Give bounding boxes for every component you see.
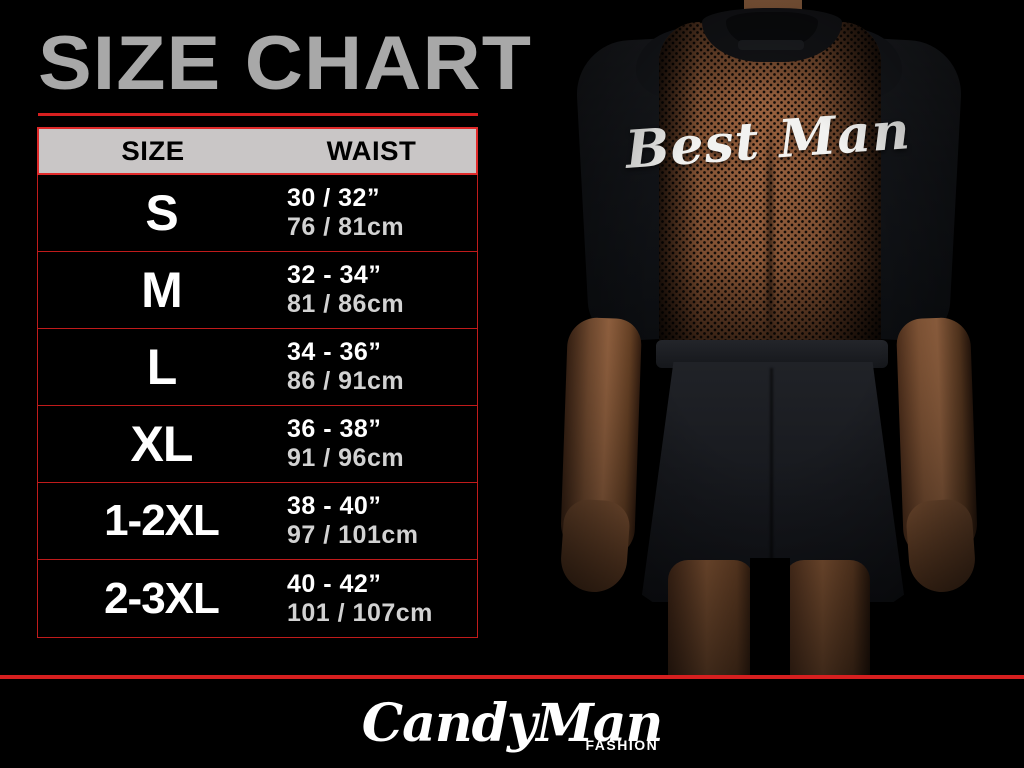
waist-centimeters: 81 / 86cm (287, 290, 405, 318)
cell-waist: 38 - 40” 97 / 101cm (285, 492, 477, 550)
model-leg-gap (750, 558, 790, 677)
cell-size: S (145, 185, 178, 241)
cell-size: L (146, 339, 178, 395)
waist-centimeters: 86 / 91cm (287, 367, 405, 395)
cell-waist: 32 - 34” 81 / 86cm (285, 261, 477, 319)
table-row: S 30 / 32” 76 / 81cm (38, 175, 477, 252)
cell-waist: 30 / 32” 76 / 81cm (285, 184, 477, 242)
brand-logo: CandyMan FASHION (0, 679, 1024, 768)
column-header-size: SIZE (121, 135, 185, 166)
cell-size: 1-2XL (104, 496, 220, 545)
model-leg-right (784, 560, 870, 677)
waist-centimeters: 101 / 107cm (287, 598, 433, 627)
footer-bar: CandyMan FASHION (0, 679, 1024, 768)
mesh-shading (659, 22, 881, 352)
model-hand-left (558, 497, 632, 595)
waist-inches: 30 / 32” (287, 184, 380, 212)
table-header-row: SIZE WAIST (37, 127, 478, 175)
waist-centimeters: 97 / 101cm (287, 521, 419, 549)
column-header-waist: WAIST (326, 135, 417, 166)
cell-size: XL (130, 416, 194, 472)
cell-waist: 40 - 42” 101 / 107cm (285, 570, 477, 628)
cell-waist: 34 - 36” 86 / 91cm (285, 338, 477, 396)
brand-name: CandyMan (361, 692, 664, 754)
product-photo: Best Man (512, 0, 1024, 677)
waist-inches: 38 - 40” (287, 492, 382, 520)
waist-inches: 36 - 38” (287, 415, 382, 443)
shirt-collar-gap (738, 40, 804, 50)
waist-inches: 34 - 36” (287, 338, 382, 366)
table-row: M 32 - 34” 81 / 86cm (38, 252, 477, 329)
table-row: 2-3XL 40 - 42” 101 / 107cm (38, 560, 477, 637)
waist-inches: 40 - 42” (287, 569, 382, 598)
page-title: SIZE CHART (38, 21, 532, 106)
size-chart-table: SIZE WAIST S 30 / 32” 76 / 81cm M 32 - 3… (37, 127, 478, 638)
footer-divider-rule (0, 675, 1024, 679)
title-underline-rule (38, 113, 478, 116)
table-row: 1-2XL 38 - 40” 97 / 101cm (38, 483, 477, 560)
brand-tagline: FASHION (585, 736, 659, 753)
model-figure: Best Man (512, 0, 1024, 677)
model-hand-right (904, 497, 978, 595)
cell-size: M (141, 262, 183, 318)
table-body: S 30 / 32” 76 / 81cm M 32 - 34” 81 / 86c… (37, 175, 478, 638)
waist-centimeters: 76 / 81cm (287, 213, 405, 241)
waist-centimeters: 91 / 96cm (287, 444, 405, 472)
cell-size: 2-3XL (104, 573, 220, 623)
brand-logo-group: CandyMan FASHION (361, 692, 664, 755)
table-row: XL 36 - 38” 91 / 96cm (38, 406, 477, 483)
table-row: L 34 - 36” 86 / 91cm (38, 329, 477, 406)
cell-waist: 36 - 38” 91 / 96cm (285, 415, 477, 473)
waist-inches: 32 - 34” (287, 261, 382, 289)
model-leg-left (668, 560, 754, 677)
